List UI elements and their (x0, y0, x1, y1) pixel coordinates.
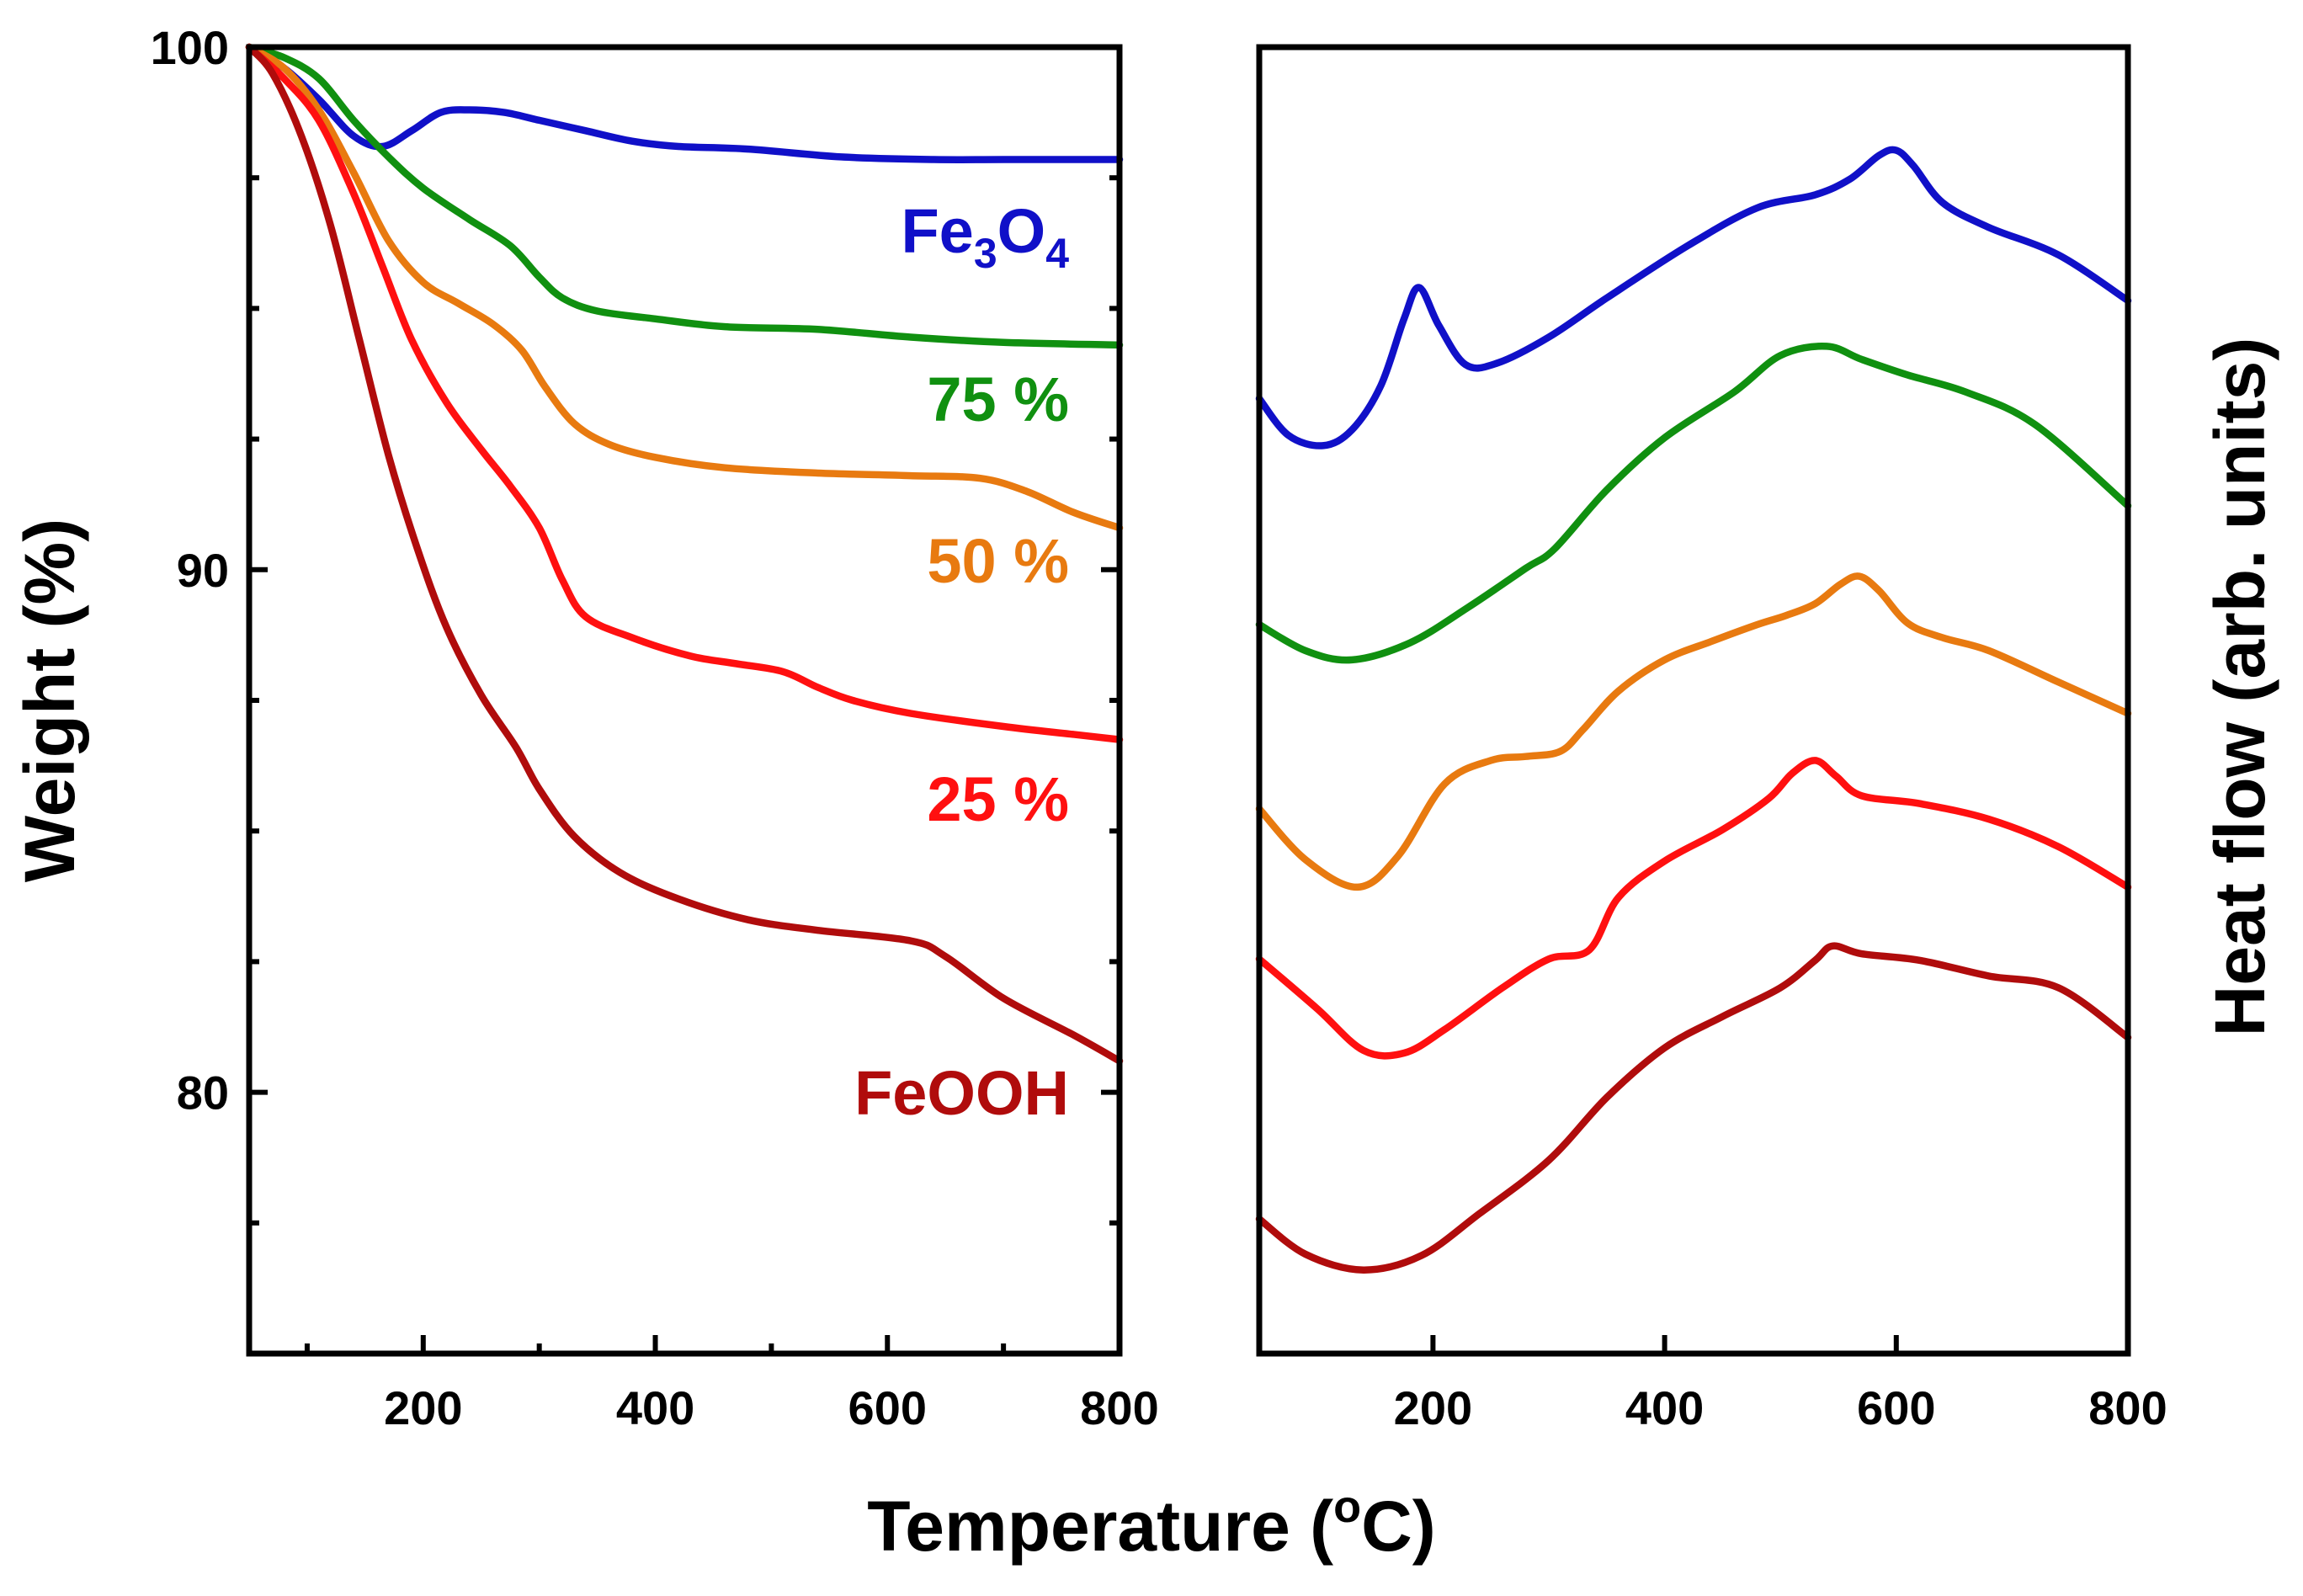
series-label-75: 75 % (927, 364, 1069, 434)
left-y-tick-label: 90 (177, 544, 229, 597)
series-label-25: 25 % (927, 764, 1069, 834)
left-x-tick-label: 200 (384, 1381, 462, 1434)
series-label-fe3o4-o: O (997, 196, 1046, 266)
right-series-line-25 (1255, 757, 2132, 1060)
series-label-fe3o4-sub1: 3 (974, 230, 997, 277)
right-plot-frame (1256, 44, 2131, 1357)
x-axis-title: Temperature (oC) (867, 1482, 1436, 1566)
left-series-line-feooh (245, 43, 1124, 1065)
left-panel-weight-chart: 200 400 600 800 80 90 100 (151, 21, 1159, 1434)
x-axis-title-superscript: o (1333, 1482, 1361, 1532)
left-series-line-50 (245, 43, 1124, 532)
left-y-tick-label: 100 (151, 21, 229, 74)
left-series-line-75 (245, 43, 1124, 349)
right-y-axis-title: Heat flow (arb. units) (2200, 338, 2279, 1037)
left-x-tick-label: 400 (616, 1381, 694, 1434)
right-x-tick-label: 200 (1394, 1381, 1472, 1434)
series-label-fe3o4-sub2: 4 (1045, 230, 1069, 277)
left-y-axis-title: Weight (%) (10, 519, 89, 882)
series-label-fe3o4-fe: Fe (901, 196, 973, 266)
left-series-line-25 (245, 43, 1124, 743)
x-axis-title-end: C) (1361, 1487, 1436, 1566)
series-label-50: 50 % (927, 526, 1069, 596)
left-series-line-fe3o4 (245, 43, 1124, 163)
right-series-line-fe3o4 (1255, 146, 2132, 450)
right-series-line-50 (1255, 572, 2132, 891)
right-x-tick-label: 600 (1857, 1381, 1935, 1434)
left-x-tick-label: 800 (1080, 1381, 1158, 1434)
right-x-tick-label: 400 (1625, 1381, 1704, 1434)
left-plot-frame (246, 44, 1123, 1357)
right-x-tick-label: 800 (2088, 1381, 2167, 1434)
right-series-line-75 (1255, 343, 2132, 664)
left-y-tick-label: 80 (177, 1067, 229, 1120)
series-label-fe3o4: Fe3O4 (901, 196, 1069, 277)
right-panel-heat-flow-chart: 200 400 600 800 (1255, 44, 2167, 1434)
right-series-line-feooh (1255, 942, 2132, 1274)
left-x-tick-label: 600 (848, 1381, 927, 1434)
series-label-feooh: FeOOH (854, 1058, 1069, 1128)
x-axis-title-main: Temperature ( (867, 1487, 1333, 1566)
